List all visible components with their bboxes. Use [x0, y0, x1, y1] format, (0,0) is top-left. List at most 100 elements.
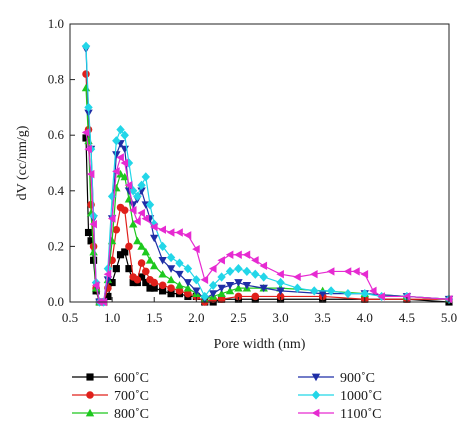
data-point [217, 272, 226, 282]
data-point [293, 272, 301, 282]
data-point [208, 264, 217, 273]
data-point [326, 267, 335, 276]
data-point [159, 287, 167, 295]
data-point [242, 266, 252, 277]
data-point [138, 273, 146, 281]
data-point [145, 256, 155, 264]
data-point [137, 180, 146, 190]
data-point [183, 264, 193, 274]
data-point [234, 264, 243, 274]
data-point [146, 284, 154, 292]
data-point [120, 130, 129, 140]
data-point [225, 286, 235, 295]
legend-label: 800˚C [114, 407, 149, 422]
data-point [377, 292, 385, 301]
data-point [150, 261, 159, 270]
y-tick-label: 0.0 [48, 294, 64, 309]
legend-item: 1000˚C [298, 389, 382, 404]
data-point [120, 206, 129, 215]
data-point [184, 289, 192, 298]
data-point [141, 172, 150, 182]
x-tick-label: 1.5 [146, 310, 162, 325]
y-tick-label: 0.4 [48, 183, 65, 198]
data-point [167, 290, 175, 298]
data-point [158, 281, 167, 290]
legend-marker [311, 373, 321, 382]
data-point [89, 247, 98, 256]
data-point [175, 258, 184, 268]
legend: 600˚C 700˚C 800˚C 900˚C 1000˚C 1100˚C [72, 371, 382, 422]
data-point [293, 283, 302, 293]
data-point [137, 242, 146, 250]
data-point [217, 295, 226, 303]
data-point [183, 279, 193, 287]
data-point [141, 214, 150, 223]
data-point [343, 267, 352, 276]
data-point [175, 287, 184, 295]
data-point [259, 272, 268, 282]
data-point [84, 102, 93, 113]
data-point [326, 286, 336, 296]
y-tick-label: 0.2 [48, 238, 64, 253]
data-point [251, 256, 259, 265]
data-point [86, 169, 95, 179]
data-point [116, 125, 125, 135]
x-tick-label: 2.0 [188, 310, 204, 325]
axes-layer: 0.5 1.0 1.5 2.0 2.5 3.0 3.5 4.0 4.5 5.0 0.0 0.2 0.4 0… [15, 16, 457, 352]
data-point [112, 265, 120, 273]
data-point [225, 281, 235, 290]
data-point [158, 225, 167, 234]
data-point [108, 278, 116, 287]
data-point [112, 225, 121, 234]
data-point [89, 219, 97, 229]
data-point [128, 219, 138, 228]
data-point [208, 290, 218, 298]
data-point [120, 158, 129, 168]
data-point [175, 281, 184, 289]
data-point [234, 279, 243, 287]
legend-marker [311, 390, 321, 400]
legend-marker [311, 408, 320, 418]
data-point [200, 291, 209, 302]
data-point [129, 278, 137, 287]
data-point [192, 287, 201, 296]
data-point [167, 284, 175, 292]
legend-item: 1100˚C [298, 407, 381, 422]
data-point [84, 228, 93, 237]
legend-item: 900˚C [298, 371, 375, 386]
data-point [276, 292, 285, 301]
data-point [128, 201, 138, 209]
data-point [192, 275, 201, 285]
data-point [234, 292, 243, 301]
data-point [200, 275, 209, 284]
data-point [150, 284, 158, 292]
x-tick-label: 3.5 [315, 310, 331, 325]
data-point [251, 292, 260, 301]
series-5 [81, 128, 453, 307]
x-axis-label: Pore width (nm) [214, 337, 306, 352]
data-point [225, 250, 234, 259]
legend-marker [86, 391, 94, 399]
data-point [81, 83, 91, 92]
data-point [166, 265, 176, 273]
data-point [82, 70, 90, 78]
data-point [259, 284, 268, 293]
data-point [234, 250, 242, 259]
data-point [259, 261, 268, 271]
data-point [124, 181, 133, 190]
data-point [128, 186, 138, 196]
data-point [103, 276, 113, 284]
data-point [175, 270, 184, 279]
data-point [242, 250, 251, 259]
data-point [251, 269, 260, 279]
x-tick-label: 0.5 [62, 310, 78, 325]
data-point [137, 208, 145, 218]
data-point [121, 248, 129, 256]
data-point [166, 275, 176, 284]
y-tick-label: 0.8 [48, 72, 64, 87]
data-point [310, 270, 318, 279]
data-point [217, 284, 226, 293]
data-point [112, 167, 120, 176]
data-point [125, 242, 133, 251]
data-point [150, 234, 159, 243]
